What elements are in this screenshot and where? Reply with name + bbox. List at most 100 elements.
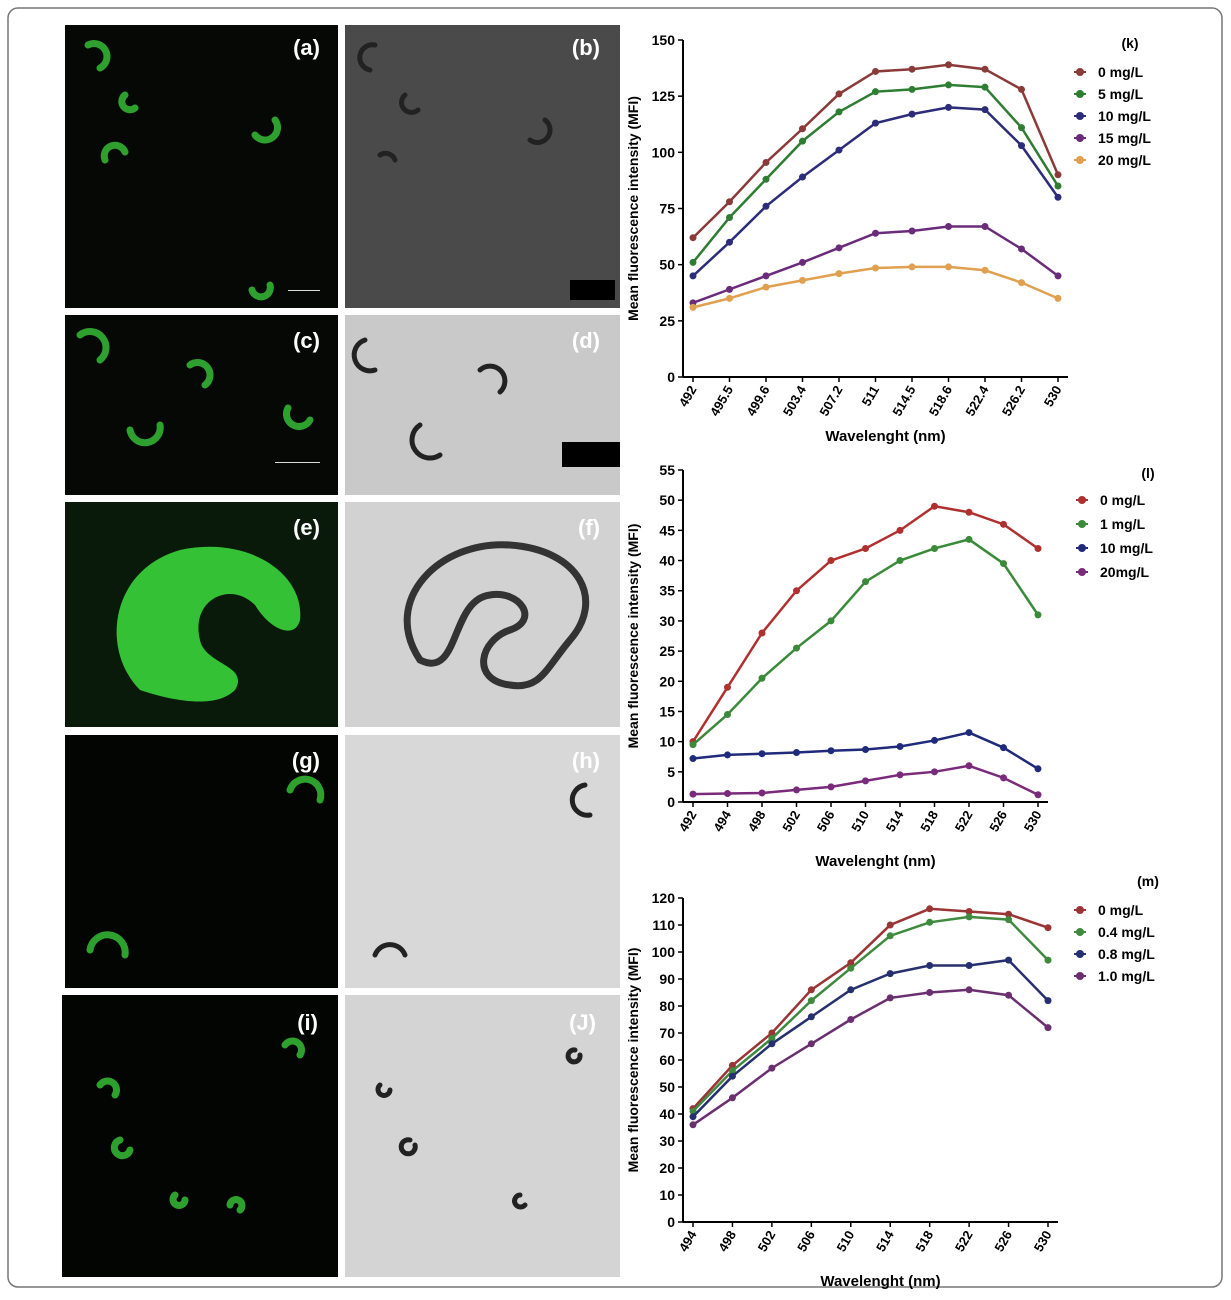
data-point [945, 103, 952, 111]
y-tick-label: 30 [659, 613, 675, 629]
legend-label: 10 mg/L [1098, 108, 1151, 124]
legend-marker [1078, 520, 1086, 528]
data-point [799, 258, 806, 266]
y-tick-label: 10 [659, 1187, 675, 1203]
data-point [1018, 245, 1025, 253]
panel-labels: (a) (b) (c) (d) (e) (f) (g) (h) (i) (J) [292, 35, 600, 1035]
data-point [965, 908, 973, 915]
data-point [689, 790, 697, 798]
legend-label: 20 mg/L [1098, 152, 1151, 168]
cells-gray [351, 42, 593, 1210]
data-point [965, 962, 973, 969]
legend-label: 1 mg/L [1100, 516, 1146, 532]
legend-marker [1076, 134, 1084, 142]
data-point [945, 222, 952, 230]
scale-bar [570, 280, 615, 300]
y-tick-label: 150 [652, 32, 676, 48]
panel-label: (c) [293, 328, 320, 353]
data-point [1054, 193, 1062, 201]
y-tick-label: 120 [652, 890, 676, 906]
data-point [835, 270, 843, 278]
data-point [926, 989, 934, 996]
data-point [689, 272, 697, 280]
data-point [793, 749, 800, 757]
panel-label: (h) [572, 748, 600, 773]
image-f [345, 502, 620, 727]
data-point [1000, 774, 1007, 782]
y-tick-label: 0 [667, 794, 675, 810]
data-point [862, 777, 869, 785]
data-point [1018, 85, 1025, 93]
data-point [1005, 956, 1013, 964]
legend-label: 1.0 mg/L [1098, 968, 1155, 984]
data-point [862, 578, 869, 586]
data-point [728, 1067, 736, 1075]
data-point [886, 994, 894, 1002]
data-point [1000, 520, 1007, 528]
data-point [762, 272, 770, 280]
data-point [981, 65, 989, 73]
data-point [908, 263, 916, 271]
data-point [1005, 910, 1013, 918]
data-point [1044, 1024, 1052, 1032]
data-point [945, 61, 952, 69]
data-point [1018, 279, 1025, 287]
data-point [1054, 182, 1062, 190]
y-tick-label: 75 [659, 201, 675, 217]
data-point [689, 258, 697, 266]
panel-label: (J) [569, 1010, 596, 1035]
image-b [345, 25, 620, 308]
data-point [726, 198, 733, 206]
data-point [768, 1034, 776, 1042]
y-axis-title: Mean fluorescence intensity (MFI) [625, 96, 641, 321]
data-point [1054, 171, 1062, 179]
y-tick-label: 70 [659, 1025, 675, 1041]
legend-marker [1078, 496, 1086, 504]
data-point [689, 741, 697, 749]
data-point [827, 557, 835, 565]
image-a [65, 25, 338, 308]
data-point [726, 294, 733, 302]
data-point [965, 729, 973, 737]
data-point [981, 83, 989, 91]
y-tick-label: 25 [659, 643, 675, 659]
y-tick-label: 0 [667, 369, 675, 385]
y-tick-label: 60 [659, 1052, 675, 1068]
data-point [926, 905, 934, 913]
data-point [886, 932, 894, 940]
data-point [896, 742, 904, 750]
legend-label: 10 mg/L [1100, 540, 1153, 556]
y-tick-label: 45 [659, 522, 675, 538]
cell-large-green [116, 546, 301, 702]
data-point [835, 146, 843, 154]
data-point [945, 263, 952, 271]
data-point [799, 137, 806, 145]
data-point [862, 745, 869, 753]
data-point [793, 786, 800, 794]
data-point [908, 85, 916, 93]
data-point [689, 234, 697, 242]
y-tick-label: 5 [667, 764, 675, 780]
legend-label: 0.4 mg/L [1098, 924, 1155, 940]
data-point [965, 535, 973, 543]
y-tick-label: 55 [659, 462, 675, 478]
legend-marker [1076, 112, 1084, 120]
data-point [827, 747, 835, 755]
y-tick-label: 20 [659, 673, 675, 689]
data-point [768, 1029, 776, 1037]
scale-bar [562, 442, 620, 467]
data-point [793, 587, 800, 595]
panel-label: (e) [293, 515, 320, 540]
data-point [1034, 765, 1042, 773]
legend-marker [1076, 156, 1084, 164]
data-point [965, 762, 973, 770]
image-i [62, 995, 338, 1277]
data-point [1044, 924, 1052, 932]
panel-label: (b) [572, 35, 600, 60]
data-point [726, 238, 733, 246]
data-point [1034, 611, 1042, 619]
legend-marker [1078, 544, 1086, 552]
data-point [931, 502, 938, 510]
data-point [724, 790, 731, 798]
data-point [726, 213, 733, 221]
